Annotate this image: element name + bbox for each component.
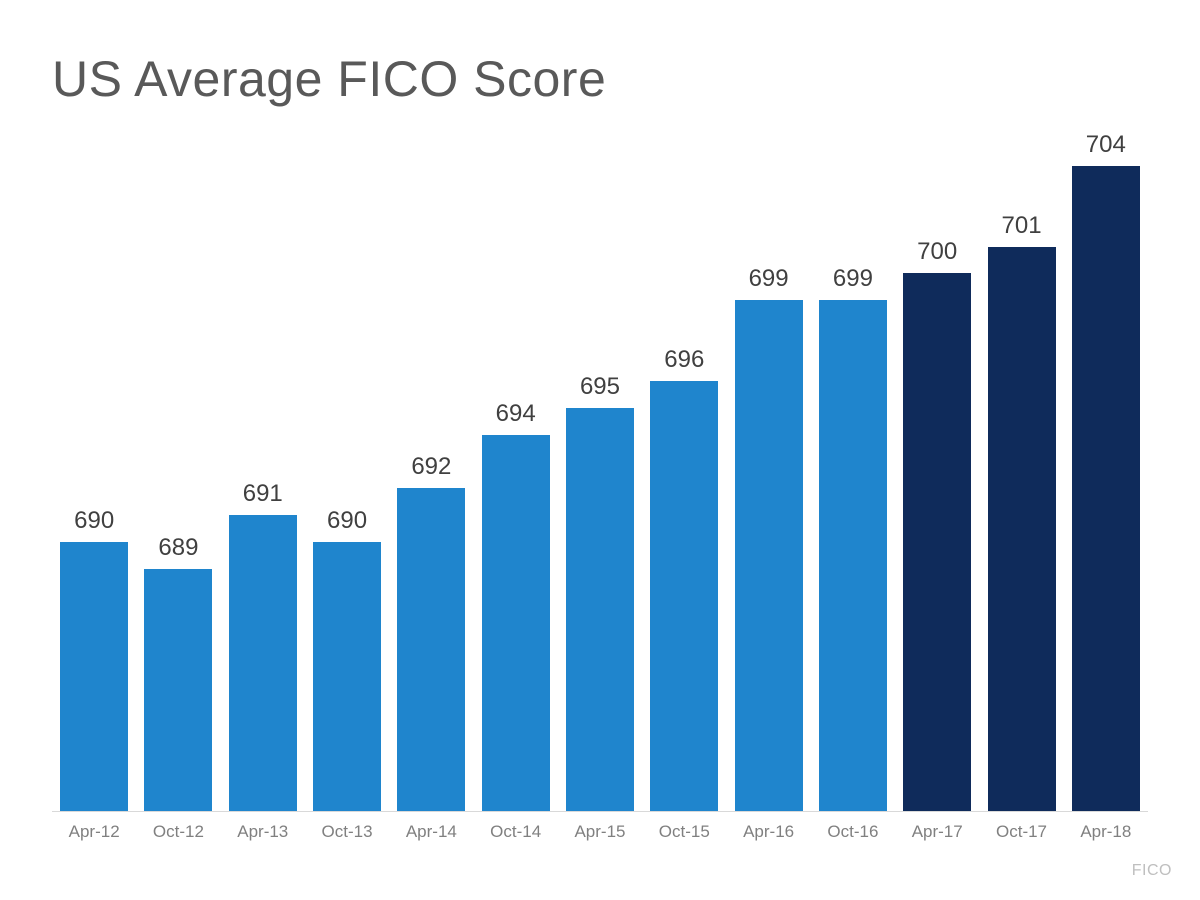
bar	[482, 435, 550, 811]
bar	[1072, 166, 1140, 811]
bar	[397, 488, 465, 811]
bar-category-label: Oct-17	[996, 822, 1047, 842]
bar-value-label: 704	[1086, 131, 1126, 159]
bar-slot: 692Apr-14	[389, 140, 473, 812]
bar-category-label: Apr-13	[237, 822, 288, 842]
bar-value-label: 690	[74, 507, 114, 535]
bar	[144, 569, 212, 811]
bar-value-label: 701	[1001, 212, 1041, 240]
plot-area: 690Apr-12689Oct-12691Apr-13690Oct-13692A…	[52, 140, 1148, 812]
bar	[735, 300, 803, 811]
bar-value-label: 699	[749, 265, 789, 293]
bar-value-label: 694	[496, 400, 536, 428]
bar	[229, 515, 297, 811]
bar-category-label: Apr-14	[406, 822, 457, 842]
bar	[903, 273, 971, 811]
bar-value-label: 699	[833, 265, 873, 293]
bar-category-label: Oct-13	[322, 822, 373, 842]
bar-value-label: 695	[580, 373, 620, 401]
bar	[819, 300, 887, 811]
bars-group: 690Apr-12689Oct-12691Apr-13690Oct-13692A…	[52, 140, 1148, 812]
bar-slot: 704Apr-18	[1064, 140, 1148, 812]
chart-title: US Average FICO Score	[52, 50, 606, 108]
bar-value-label: 692	[411, 453, 451, 481]
bar-category-label: Apr-18	[1080, 822, 1131, 842]
bar-slot: 694Oct-14	[474, 140, 558, 812]
bar-category-label: Oct-16	[827, 822, 878, 842]
bar	[988, 247, 1056, 811]
bar	[566, 408, 634, 811]
bar-category-label: Oct-12	[153, 822, 204, 842]
bar-value-label: 690	[327, 507, 367, 535]
bar-value-label: 689	[158, 534, 198, 562]
bar-slot: 690Oct-13	[305, 140, 389, 812]
bar	[650, 381, 718, 811]
bar	[313, 542, 381, 811]
bar-category-label: Oct-14	[490, 822, 541, 842]
bar-value-label: 691	[243, 480, 283, 508]
bar-slot: 700Apr-17	[895, 140, 979, 812]
source-label: FICO	[1132, 862, 1172, 880]
bar-category-label: Apr-15	[574, 822, 625, 842]
bar-slot: 699Oct-16	[811, 140, 895, 812]
bar-slot: 699Apr-16	[726, 140, 810, 812]
bar-value-label: 696	[664, 346, 704, 374]
fico-bar-chart: US Average FICO Score 690Apr-12689Oct-12…	[0, 0, 1200, 900]
bar-slot: 691Apr-13	[221, 140, 305, 812]
bar-category-label: Oct-15	[659, 822, 710, 842]
bar-slot: 695Apr-15	[558, 140, 642, 812]
bar-slot: 690Apr-12	[52, 140, 136, 812]
bar-category-label: Apr-17	[912, 822, 963, 842]
bar-category-label: Apr-16	[743, 822, 794, 842]
bar-value-label: 700	[917, 238, 957, 266]
bar-slot: 689Oct-12	[136, 140, 220, 812]
bar-category-label: Apr-12	[69, 822, 120, 842]
bar	[60, 542, 128, 811]
bar-slot: 696Oct-15	[642, 140, 726, 812]
bar-slot: 701Oct-17	[979, 140, 1063, 812]
